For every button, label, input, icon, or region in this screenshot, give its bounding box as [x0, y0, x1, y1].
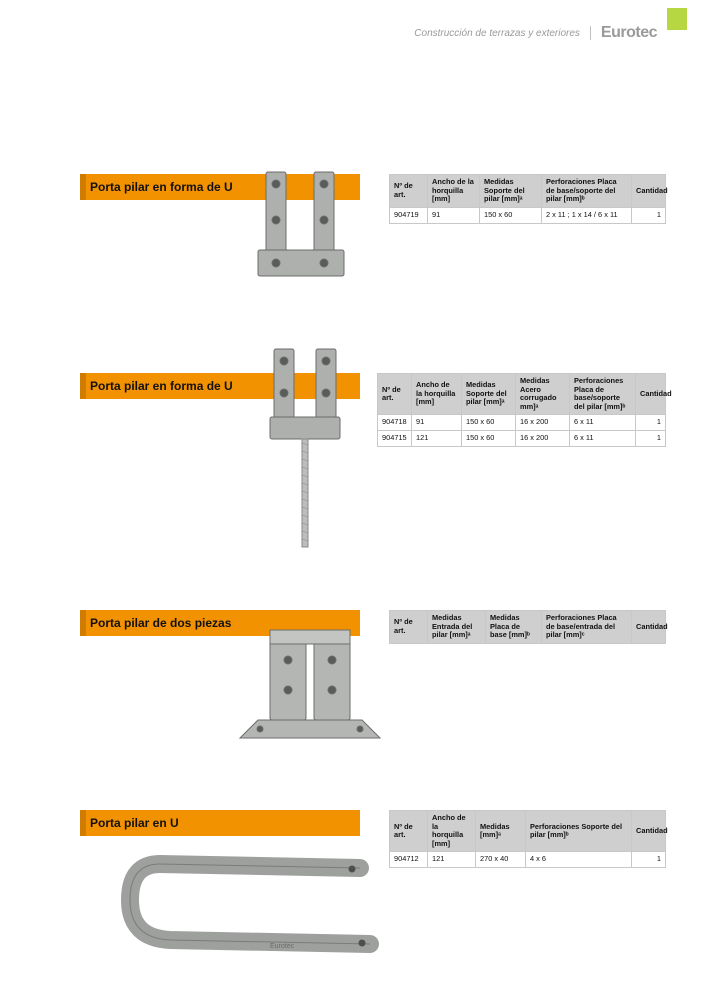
cell: 150 x 60 — [480, 207, 542, 223]
col-header: Nº de art. — [378, 374, 412, 415]
spec-table-2: Nº de art.Ancho de la horquilla [mm]Medi… — [377, 373, 666, 447]
brand-stamp: Eurotec — [270, 943, 295, 950]
col-header: Medidas Placa de base [mm]ᵇ — [486, 611, 542, 644]
brand-logo: Eurotec — [601, 24, 657, 42]
col-header: Ancho de la horquilla [mm] — [428, 811, 476, 852]
col-header: Medidas [mm]ᵃ — [476, 811, 526, 852]
cell: 2 x 11 ; 1 x 14 / 6 x 11 — [542, 207, 632, 223]
col-header: Nº de art. — [390, 811, 428, 852]
cell: 904715 — [378, 431, 412, 447]
table-row: 904712121270 x 404 x 61 — [390, 852, 666, 868]
product-image-u1 — [240, 166, 360, 301]
cell: 1 — [632, 207, 666, 223]
page-corner-tab — [667, 8, 687, 30]
page-header: Construcción de terrazas y exteriores Eu… — [414, 24, 657, 42]
spec-table-4: Nº de art.Ancho de la horquilla [mm]Medi… — [389, 810, 666, 868]
col-header: Cantidad — [636, 374, 666, 415]
section-2: Porta pilar en forma de U — [80, 373, 666, 399]
col-header: Cantidad — [632, 811, 666, 852]
cell: 150 x 60 — [462, 415, 516, 431]
col-header: Perforaciones Placa de base/entrada del … — [542, 611, 632, 644]
col-header: Ancho de la horquilla [mm] — [412, 374, 462, 415]
spec-table-3: Nº de art.Medidas Entrada del pilar [mm]… — [389, 610, 666, 644]
col-header: Ancho de la horquilla [mm] — [428, 175, 480, 208]
product-image-ustrap: Eurotec — [100, 844, 400, 969]
cell: 6 x 11 — [570, 431, 636, 447]
col-header: Perforaciones Placa de base/soporte del … — [570, 374, 636, 415]
section-title-text: Porta pilar de dos piezas — [90, 616, 231, 630]
section-4: Porta pilar en U Eurotec Nº de art.Ancho… — [80, 810, 666, 836]
col-header: Cantidad — [632, 175, 666, 208]
col-header: Nº de art. — [390, 611, 428, 644]
cell: 6 x 11 — [570, 415, 636, 431]
col-header: Medidas Soporte del pilar [mm]ᵃ — [480, 175, 542, 208]
col-header: Cantidad — [632, 611, 666, 644]
cell: 16 x 200 — [516, 415, 570, 431]
cell: 91 — [412, 415, 462, 431]
cell: 1 — [636, 431, 666, 447]
col-header: Nº de art. — [390, 175, 428, 208]
cell: 904719 — [390, 207, 428, 223]
cell: 904718 — [378, 415, 412, 431]
col-header: Medidas Soporte del pilar [mm]ᵃ — [462, 374, 516, 415]
table-row: 90471891150 x 6016 x 2006 x 111 — [378, 415, 666, 431]
cell: 16 x 200 — [516, 431, 570, 447]
section-title-text: Porta pilar en U — [90, 816, 179, 830]
cell: 1 — [632, 852, 666, 868]
cell: 4 x 6 — [526, 852, 632, 868]
table-row: 90471991150 x 602 x 11 ; 1 x 14 / 6 x 11… — [390, 207, 666, 223]
header-category: Construcción de terrazas y exteriores — [414, 28, 580, 39]
section-1: Porta pilar en forma de U Nº de art.Anch… — [80, 174, 666, 200]
product-image-twopiece — [230, 610, 390, 755]
col-header: Perforaciones Soporte del pilar [mm]ᵇ — [526, 811, 632, 852]
col-header: Medidas Acero corrugado mm]ᵃ — [516, 374, 570, 415]
cell: 121 — [412, 431, 462, 447]
cell: 270 x 40 — [476, 852, 526, 868]
section-title: Porta pilar en U — [80, 810, 360, 836]
section-title-text: Porta pilar en forma de U — [90, 379, 233, 393]
spec-table-1: Nº de art.Ancho de la horquilla [mm]Medi… — [389, 174, 666, 224]
header-divider — [590, 26, 591, 40]
col-header: Medidas Entrada del pilar [mm]ᵃ — [428, 611, 486, 644]
col-header: Perforaciones Placa de base/soporte del … — [542, 175, 632, 208]
table-row: 904715121150 x 6016 x 2006 x 111 — [378, 431, 666, 447]
cell: 121 — [428, 852, 476, 868]
product-image-u2 — [250, 343, 360, 558]
cell: 904712 — [390, 852, 428, 868]
section-title-text: Porta pilar en forma de U — [90, 180, 233, 194]
cell: 1 — [636, 415, 666, 431]
section-3: Porta pilar de dos piezas Nº de art.Medi… — [80, 610, 666, 636]
cell: 91 — [428, 207, 480, 223]
cell: 150 x 60 — [462, 431, 516, 447]
